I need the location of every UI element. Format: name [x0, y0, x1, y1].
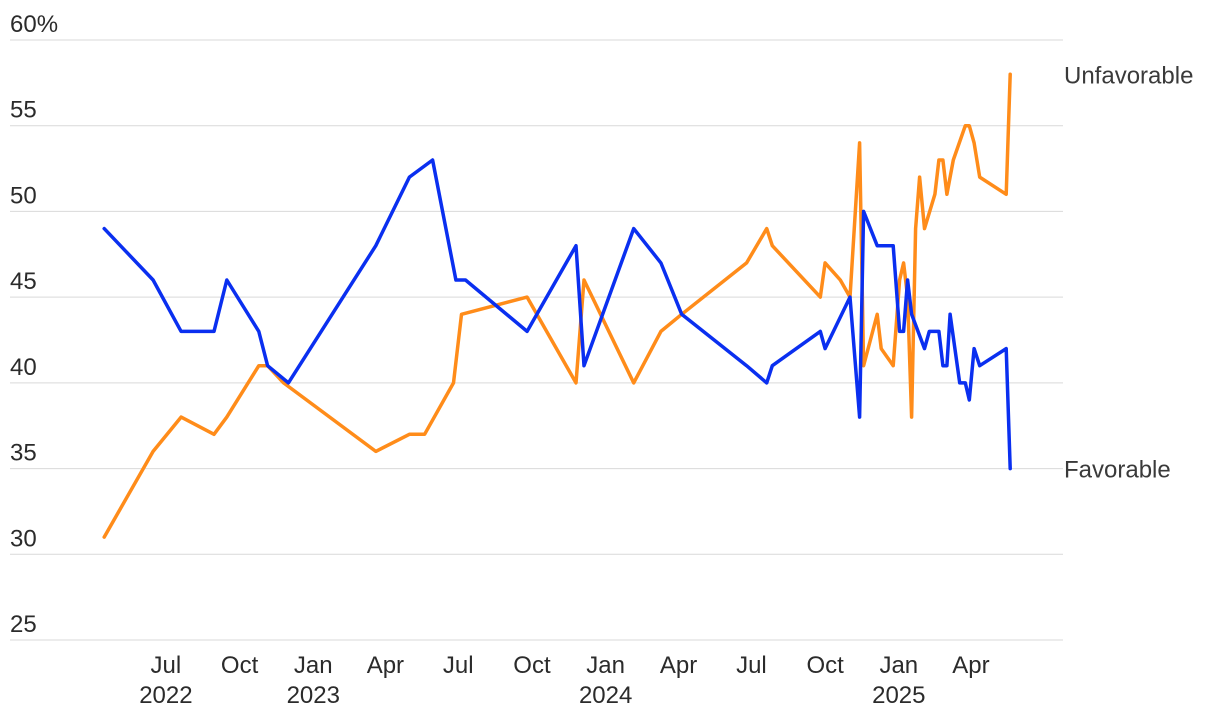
- x-tick-year-label: 2022: [139, 682, 192, 709]
- series-line-favorable: [102, 158, 1012, 471]
- x-tick-label: Oct: [513, 652, 551, 679]
- x-tick-label: Apr: [952, 652, 989, 679]
- series-line-unfavorable: [102, 72, 1012, 539]
- x-axis-ticks: Jul 2022 Oct Jan 2023 Apr Jul Oct Jan 2024 Apr Jul O…: [139, 652, 989, 709]
- y-tick-label: 25: [10, 611, 37, 638]
- gridlines: [10, 39, 1063, 641]
- x-tick-label: Jan: [586, 652, 625, 679]
- x-tick-label: Oct: [806, 652, 844, 679]
- series-labels: Unfavorable Favorable: [1064, 62, 1193, 483]
- x-tick-label: Apr: [660, 652, 697, 679]
- x-tick-label: Jul: [736, 652, 767, 679]
- y-tick-label: 35: [10, 440, 37, 467]
- x-tick-label: Oct: [221, 652, 259, 679]
- x-tick-year-label: 2024: [579, 682, 632, 709]
- series-label-unfavorable: Unfavorable: [1064, 62, 1193, 89]
- y-tick-label: 40: [10, 354, 37, 381]
- y-tick-label: 55: [10, 97, 37, 124]
- y-tick-label: 30: [10, 525, 37, 552]
- y-axis-ticks: 60% 55 50 45 40 35 30 25: [10, 11, 58, 638]
- x-tick-year-label: 2025: [872, 682, 925, 709]
- y-tick-label: 60%: [10, 11, 58, 38]
- series-label-favorable: Favorable: [1064, 457, 1171, 484]
- x-tick-label: Apr: [367, 652, 404, 679]
- y-tick-label: 45: [10, 268, 37, 295]
- series-lines: [102, 72, 1012, 539]
- x-tick-label: Jan: [294, 652, 333, 679]
- y-tick-label: 50: [10, 182, 37, 209]
- x-tick-label: Jul: [443, 652, 474, 679]
- x-tick-year-label: 2023: [287, 682, 340, 709]
- x-tick-label: Jul: [151, 652, 182, 679]
- x-tick-label: Jan: [879, 652, 918, 679]
